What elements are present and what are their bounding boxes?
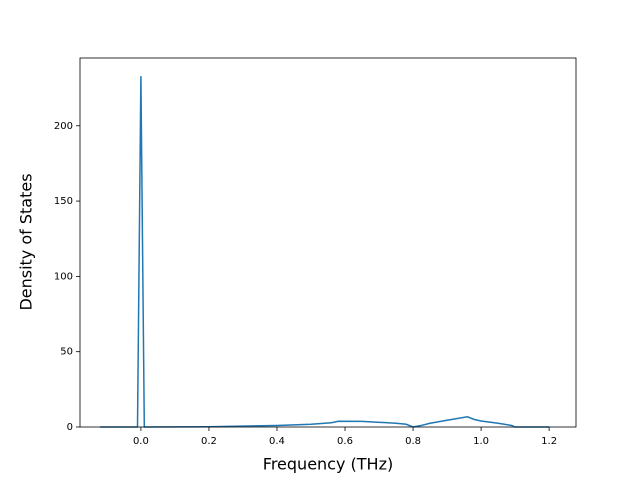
x-tick-label: 0.2 — [201, 436, 217, 447]
y-tick-label: 50 — [60, 347, 73, 358]
x-tick-label: 0.8 — [405, 436, 421, 447]
y-tick-label: 0 — [67, 422, 73, 433]
y-axis-label: Density of States — [17, 173, 36, 310]
y-tick-label: 150 — [54, 196, 73, 207]
x-tick-label: 1.2 — [541, 436, 557, 447]
x-axis-label: Frequency (THz) — [263, 455, 393, 474]
x-tick-label: 1.0 — [473, 436, 489, 447]
x-tick-label: 0.0 — [133, 436, 149, 447]
y-tick-label: 200 — [54, 121, 73, 132]
x-tick-label: 0.4 — [269, 436, 285, 447]
plot-frame — [79, 57, 577, 428]
x-tick-label: 0.6 — [337, 436, 353, 447]
y-tick-label: 100 — [54, 271, 73, 282]
